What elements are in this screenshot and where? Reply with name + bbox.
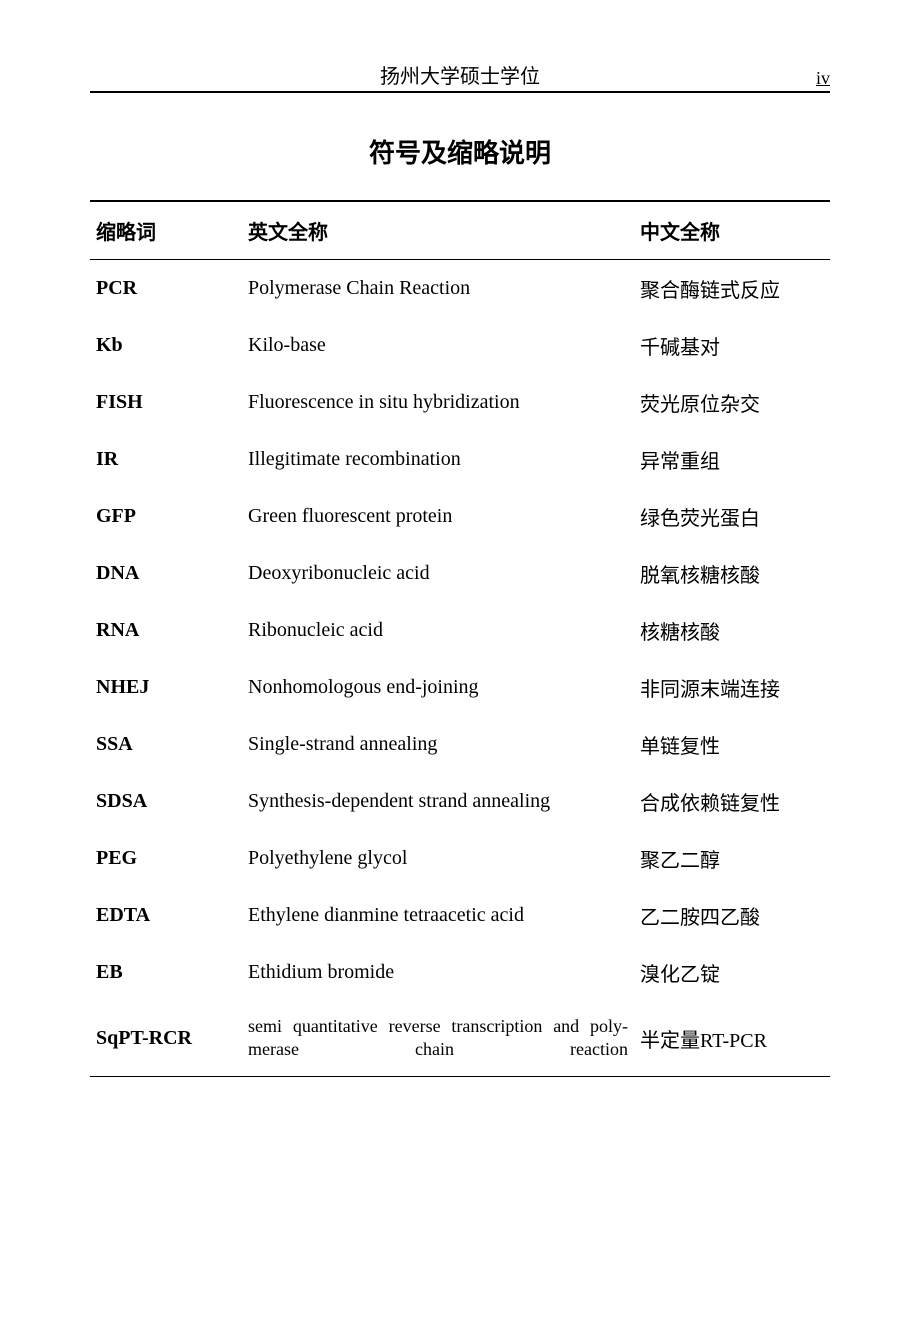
- running-header: 扬州大学硕士学位 iv: [90, 60, 830, 93]
- table-row: FISHFluorescence in situ hybridization荧光…: [90, 374, 830, 431]
- cell-chinese: 半定量RT-PCR: [634, 1001, 830, 1076]
- cell-abbr: SDSA: [90, 773, 242, 830]
- table-row: SSASingle-strand annealing单链复性: [90, 716, 830, 773]
- cell-abbr: Kb: [90, 317, 242, 374]
- cell-chinese: 异常重组: [634, 431, 830, 488]
- cell-chinese: 聚合酶链式反应: [634, 260, 830, 318]
- cell-abbr: SqPT-RCR: [90, 1001, 242, 1076]
- cell-english: Ribonucleic acid: [242, 602, 634, 659]
- table-row: KbKilo-base千碱基对: [90, 317, 830, 374]
- cell-chinese: 核糖核酸: [634, 602, 830, 659]
- cell-chinese: 合成依赖链复性: [634, 773, 830, 830]
- cell-abbr: RNA: [90, 602, 242, 659]
- cell-english: Illegitimate recombination: [242, 431, 634, 488]
- cell-abbr: DNA: [90, 545, 242, 602]
- page-number: iv: [800, 68, 830, 89]
- cell-english: Polymerase Chain Reaction: [242, 260, 634, 318]
- cell-english: Synthesis-dependent strand annealing: [242, 773, 634, 830]
- table-row: GFPGreen fluorescent protein绿色荧光蛋白: [90, 488, 830, 545]
- cell-abbr: IR: [90, 431, 242, 488]
- cell-abbr: FISH: [90, 374, 242, 431]
- table-body: PCRPolymerase Chain Reaction聚合酶链式反应KbKil…: [90, 260, 830, 1077]
- table-row: IRIllegitimate recombination异常重组: [90, 431, 830, 488]
- cell-chinese: 绿色荧光蛋白: [634, 488, 830, 545]
- cell-abbr: PCR: [90, 260, 242, 318]
- cell-english: Kilo-base: [242, 317, 634, 374]
- section-title: 符号及缩略说明: [90, 133, 830, 170]
- cell-english: Green fluorescent protein: [242, 488, 634, 545]
- table-row: SqPT-RCRsemi quantitative reverse transc…: [90, 1001, 830, 1076]
- table-row: EBEthidium bromide溴化乙锭: [90, 944, 830, 1001]
- cell-chinese: 千碱基对: [634, 317, 830, 374]
- table-header-row: 缩略词 英文全称 中文全称: [90, 201, 830, 260]
- cell-abbr: NHEJ: [90, 659, 242, 716]
- document-page: 扬州大学硕士学位 iv 符号及缩略说明 缩略词 英文全称 中文全称 PCRPol…: [0, 0, 920, 1117]
- cell-chinese: 乙二胺四乙酸: [634, 887, 830, 944]
- table-row: NHEJNonhomologous end-joining非同源末端连接: [90, 659, 830, 716]
- cell-english: Fluorescence in situ hybridization: [242, 374, 634, 431]
- header-title: 扬州大学硕士学位: [120, 60, 800, 89]
- cell-abbr: SSA: [90, 716, 242, 773]
- cell-chinese: 溴化乙锭: [634, 944, 830, 1001]
- table-row: EDTAEthylene dianmine tetraacetic acid乙二…: [90, 887, 830, 944]
- cell-chinese: 脱氧核糖核酸: [634, 545, 830, 602]
- cell-english: semi quantitative reverse transcription …: [242, 1001, 634, 1076]
- cell-english: Ethidium bromide: [242, 944, 634, 1001]
- table-row: SDSASynthesis-dependent strand annealing…: [90, 773, 830, 830]
- cell-abbr: EB: [90, 944, 242, 1001]
- cell-abbr: GFP: [90, 488, 242, 545]
- table-row: PCRPolymerase Chain Reaction聚合酶链式反应: [90, 260, 830, 318]
- cell-chinese: 单链复性: [634, 716, 830, 773]
- cell-english: Single-strand annealing: [242, 716, 634, 773]
- cell-abbr: PEG: [90, 830, 242, 887]
- cell-abbr: EDTA: [90, 887, 242, 944]
- table-row: PEGPolyethylene glycol聚乙二醇: [90, 830, 830, 887]
- cell-chinese: 聚乙二醇: [634, 830, 830, 887]
- cell-english: Deoxyribonucleic acid: [242, 545, 634, 602]
- cell-chinese: 非同源末端连接: [634, 659, 830, 716]
- cell-english: Polyethylene glycol: [242, 830, 634, 887]
- col-header-abbr: 缩略词: [90, 201, 242, 260]
- cell-english: Nonhomologous end-joining: [242, 659, 634, 716]
- abbreviations-table: 缩略词 英文全称 中文全称 PCRPolymerase Chain Reacti…: [90, 200, 830, 1077]
- table-row: RNARibonucleic acid核糖核酸: [90, 602, 830, 659]
- table-row: DNADeoxyribonucleic acid脱氧核糖核酸: [90, 545, 830, 602]
- col-header-english: 英文全称: [242, 201, 634, 260]
- cell-english: Ethylene dianmine tetraacetic acid: [242, 887, 634, 944]
- col-header-chinese: 中文全称: [634, 201, 830, 260]
- cell-chinese: 荧光原位杂交: [634, 374, 830, 431]
